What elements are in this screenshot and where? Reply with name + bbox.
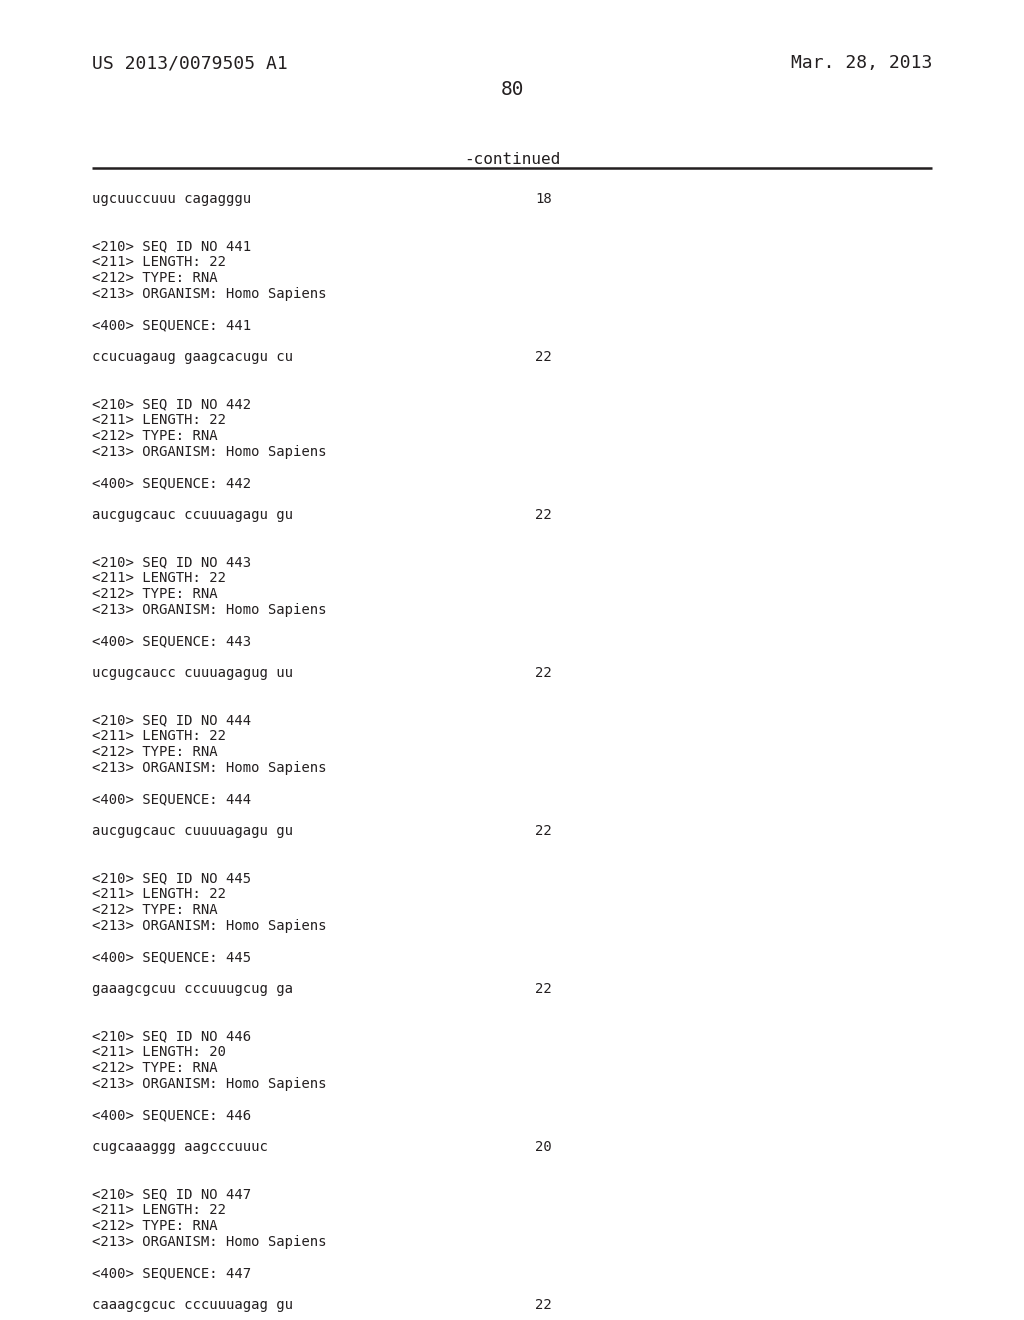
Text: <400> SEQUENCE: 444: <400> SEQUENCE: 444 — [92, 792, 251, 807]
Text: <211> LENGTH: 22: <211> LENGTH: 22 — [92, 572, 226, 585]
Text: <400> SEQUENCE: 442: <400> SEQUENCE: 442 — [92, 477, 251, 491]
Text: 18: 18 — [535, 191, 552, 206]
Text: 22: 22 — [535, 350, 552, 364]
Text: <213> ORGANISM: Homo Sapiens: <213> ORGANISM: Homo Sapiens — [92, 603, 327, 616]
Text: <213> ORGANISM: Homo Sapiens: <213> ORGANISM: Homo Sapiens — [92, 919, 327, 933]
Text: aucgugcauc ccuuuagagu gu: aucgugcauc ccuuuagagu gu — [92, 508, 293, 521]
Text: <211> LENGTH: 22: <211> LENGTH: 22 — [92, 255, 226, 269]
Text: <211> LENGTH: 22: <211> LENGTH: 22 — [92, 887, 226, 902]
Text: 22: 22 — [535, 667, 552, 680]
Text: <213> ORGANISM: Homo Sapiens: <213> ORGANISM: Homo Sapiens — [92, 1077, 327, 1090]
Text: <210> SEQ ID NO 441: <210> SEQ ID NO 441 — [92, 239, 251, 253]
Text: <212> TYPE: RNA: <212> TYPE: RNA — [92, 1218, 218, 1233]
Text: 20: 20 — [535, 1140, 552, 1154]
Text: ccucuagaug gaagcacugu cu: ccucuagaug gaagcacugu cu — [92, 350, 293, 364]
Text: <400> SEQUENCE: 441: <400> SEQUENCE: 441 — [92, 318, 251, 333]
Text: 22: 22 — [535, 982, 552, 997]
Text: <211> LENGTH: 22: <211> LENGTH: 22 — [92, 729, 226, 743]
Text: <210> SEQ ID NO 442: <210> SEQ ID NO 442 — [92, 397, 251, 412]
Text: <212> TYPE: RNA: <212> TYPE: RNA — [92, 271, 218, 285]
Text: 22: 22 — [535, 508, 552, 521]
Text: aucgugcauc cuuuuagagu gu: aucgugcauc cuuuuagagu gu — [92, 824, 293, 838]
Text: <210> SEQ ID NO 444: <210> SEQ ID NO 444 — [92, 713, 251, 727]
Text: ugcuuccuuu cagagggu: ugcuuccuuu cagagggu — [92, 191, 251, 206]
Text: <213> ORGANISM: Homo Sapiens: <213> ORGANISM: Homo Sapiens — [92, 760, 327, 775]
Text: <212> TYPE: RNA: <212> TYPE: RNA — [92, 744, 218, 759]
Text: <400> SEQUENCE: 447: <400> SEQUENCE: 447 — [92, 1266, 251, 1280]
Text: 80: 80 — [501, 81, 523, 99]
Text: Mar. 28, 2013: Mar. 28, 2013 — [791, 54, 932, 73]
Text: <211> LENGTH: 22: <211> LENGTH: 22 — [92, 413, 226, 428]
Text: <210> SEQ ID NO 447: <210> SEQ ID NO 447 — [92, 1188, 251, 1201]
Text: <213> ORGANISM: Homo Sapiens: <213> ORGANISM: Homo Sapiens — [92, 1234, 327, 1249]
Text: <400> SEQUENCE: 445: <400> SEQUENCE: 445 — [92, 950, 251, 965]
Text: <210> SEQ ID NO 445: <210> SEQ ID NO 445 — [92, 871, 251, 886]
Text: -continued: -continued — [464, 152, 560, 168]
Text: <400> SEQUENCE: 446: <400> SEQUENCE: 446 — [92, 1109, 251, 1122]
Text: <213> ORGANISM: Homo Sapiens: <213> ORGANISM: Homo Sapiens — [92, 286, 327, 301]
Text: 22: 22 — [535, 1298, 552, 1312]
Text: <211> LENGTH: 20: <211> LENGTH: 20 — [92, 1045, 226, 1059]
Text: <212> TYPE: RNA: <212> TYPE: RNA — [92, 587, 218, 601]
Text: cugcaaaggg aagcccuuuc: cugcaaaggg aagcccuuuc — [92, 1140, 268, 1154]
Text: <213> ORGANISM: Homo Sapiens: <213> ORGANISM: Homo Sapiens — [92, 445, 327, 459]
Text: <212> TYPE: RNA: <212> TYPE: RNA — [92, 1061, 218, 1074]
Text: <212> TYPE: RNA: <212> TYPE: RNA — [92, 429, 218, 444]
Text: caaagcgcuc cccuuuagag gu: caaagcgcuc cccuuuagag gu — [92, 1298, 293, 1312]
Text: <211> LENGTH: 22: <211> LENGTH: 22 — [92, 1204, 226, 1217]
Text: <400> SEQUENCE: 443: <400> SEQUENCE: 443 — [92, 635, 251, 648]
Text: gaaagcgcuu cccuuugcug ga: gaaagcgcuu cccuuugcug ga — [92, 982, 293, 997]
Text: US 2013/0079505 A1: US 2013/0079505 A1 — [92, 54, 288, 73]
Text: ucgugcaucc cuuuagagug uu: ucgugcaucc cuuuagagug uu — [92, 667, 293, 680]
Text: <210> SEQ ID NO 446: <210> SEQ ID NO 446 — [92, 1030, 251, 1043]
Text: <212> TYPE: RNA: <212> TYPE: RNA — [92, 903, 218, 917]
Text: <210> SEQ ID NO 443: <210> SEQ ID NO 443 — [92, 556, 251, 569]
Text: 22: 22 — [535, 824, 552, 838]
